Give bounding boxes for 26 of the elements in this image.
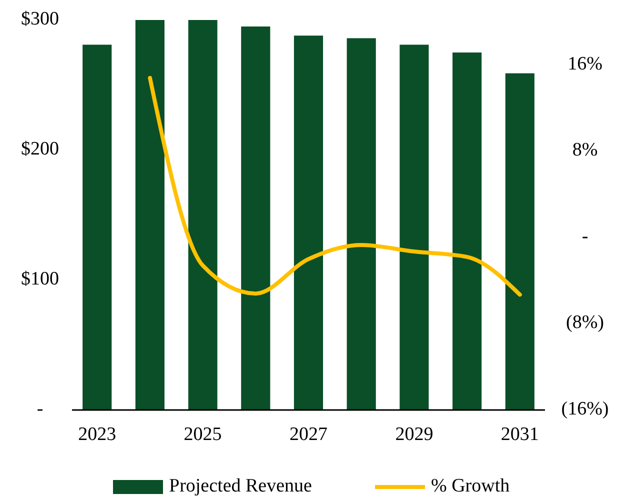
bar (294, 36, 324, 410)
x-tick-label: 2025 (184, 424, 222, 445)
y2-tick-label: (16%) (561, 398, 609, 420)
y-tick-label: $300 (21, 8, 59, 30)
bar (188, 20, 218, 410)
bar (400, 44, 429, 410)
bar (241, 26, 270, 410)
x-tick-label: 2027 (290, 424, 328, 445)
x-tick-label: 2029 (395, 424, 434, 445)
y2-tick-label: - (582, 226, 588, 247)
y2-tick-label: 8% (572, 140, 598, 161)
y-tick-label: $100 (21, 268, 59, 290)
y-tick-label: $200 (21, 138, 59, 160)
legend-label: % Growth (431, 475, 510, 496)
y2-tick-label: (8%) (566, 312, 604, 334)
y2-tick-label: 16% (568, 53, 603, 74)
y-tick-label: - (36, 398, 44, 420)
bar (135, 20, 164, 410)
bar (505, 73, 534, 410)
legend-label: Projected Revenue (169, 475, 312, 496)
x-tick-label: 2031 (500, 424, 539, 445)
bar (452, 52, 482, 410)
line-series (148, 76, 522, 297)
bar (82, 44, 112, 410)
bar (346, 38, 376, 410)
x-tick-label: 2023 (78, 424, 116, 445)
